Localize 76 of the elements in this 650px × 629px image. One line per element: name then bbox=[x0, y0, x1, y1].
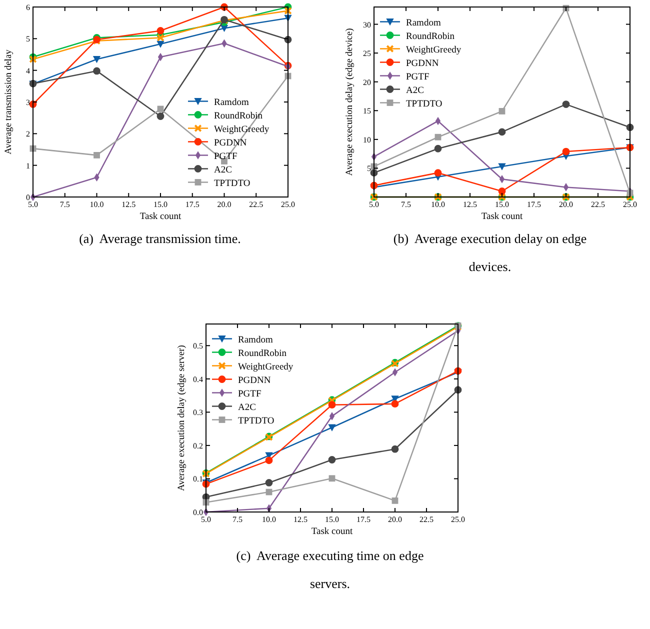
legend-label: PGTF bbox=[214, 152, 238, 162]
y-axis-title: Average execution delay (edge device) bbox=[345, 28, 355, 176]
legend-label: WeightGreedy bbox=[214, 124, 270, 135]
legend-label: PGTF bbox=[406, 72, 430, 82]
x-tick-label: 10.0 bbox=[90, 200, 104, 209]
x-tick-label: 5.0 bbox=[28, 200, 38, 209]
y-tick-label: 0.2 bbox=[193, 441, 203, 450]
legend-label: PGTF bbox=[238, 389, 262, 400]
x-tick-label: 22.5 bbox=[591, 200, 605, 209]
text: (b) Average execution delay on edge devices. bbox=[393, 231, 587, 274]
y-tick-label: 0.1 bbox=[193, 474, 203, 484]
y-tick-label: 0.5 bbox=[193, 342, 203, 351]
y-tick-label: 15 bbox=[363, 106, 371, 116]
legend-label: A2C bbox=[238, 402, 256, 413]
x-tick-label: 15.0 bbox=[154, 200, 168, 209]
y-tick-label: 3 bbox=[26, 98, 30, 107]
legend-label: TPTDTO bbox=[214, 178, 250, 189]
y-tick-label: 25 bbox=[363, 49, 371, 58]
y-axis-title: Average execution delay (edge server) bbox=[177, 345, 187, 491]
x-tick-label: 12.5 bbox=[294, 515, 308, 524]
legend-label: RoundRobin bbox=[214, 111, 263, 122]
legend-label: Ramdom bbox=[214, 98, 250, 108]
x-tick-label: 25.0 bbox=[281, 200, 295, 209]
x-tick-label: 25.0 bbox=[623, 200, 637, 209]
y-tick-label: 0.0 bbox=[193, 508, 203, 517]
legend-label: TPTDTO bbox=[238, 416, 274, 426]
x-tick-label: 15.0 bbox=[495, 200, 509, 209]
y-tick-label: 5 bbox=[26, 34, 30, 44]
legend-label: Ramdom bbox=[238, 335, 274, 346]
legend-label: A2C bbox=[214, 165, 232, 176]
legend-label: WeightGreedy bbox=[238, 362, 294, 372]
y-tick-label: 0.4 bbox=[193, 374, 203, 384]
legend-label: PGDNN bbox=[406, 58, 439, 69]
legend-label: A2C bbox=[406, 86, 424, 96]
y-tick-label: 4 bbox=[26, 66, 30, 76]
legend-label: PGDNN bbox=[214, 138, 247, 148]
x-axis-title: Task count bbox=[140, 212, 182, 222]
y-tick-label: 0 bbox=[26, 193, 30, 202]
x-tick-label: 10.0 bbox=[431, 200, 445, 209]
x-tick-label: 20.0 bbox=[217, 200, 232, 209]
x-tick-label: 22.5 bbox=[420, 515, 434, 524]
y-axis-title: Average transmission delay bbox=[4, 49, 14, 154]
text: (c) Average executing time on edge servers. bbox=[236, 548, 424, 591]
y-tick-label: 0.3 bbox=[193, 408, 203, 418]
legend-label: PGDNN bbox=[238, 376, 271, 386]
x-tick-label: 22.5 bbox=[249, 200, 264, 209]
text: (a) Average transmission time. bbox=[79, 231, 241, 246]
x-tick-label: 20.0 bbox=[559, 200, 573, 209]
legend-label: Ramdom bbox=[406, 18, 442, 28]
x-tick-label: 7.5 bbox=[60, 200, 70, 209]
x-axis-title: Task count bbox=[311, 527, 353, 537]
x-tick-label: 17.5 bbox=[356, 515, 370, 524]
legend-label: WeightGreedy bbox=[406, 45, 462, 56]
y-tick-label: 6 bbox=[26, 3, 30, 12]
x-tick-label: 7.5 bbox=[401, 200, 411, 209]
y-tick-label: 30 bbox=[363, 20, 371, 30]
x-tick-label: 5.0 bbox=[201, 515, 211, 524]
y-tick-label: 2 bbox=[26, 130, 30, 139]
y-tick-label: 1 bbox=[26, 161, 30, 170]
x-tick-label: 17.5 bbox=[527, 200, 541, 209]
x-tick-label: 17.5 bbox=[185, 200, 200, 209]
x-tick-label: 7.5 bbox=[232, 515, 242, 524]
y-tick-label: 5 bbox=[367, 164, 371, 174]
x-axis-title: Task count bbox=[481, 212, 523, 222]
x-tick-label: 15.0 bbox=[325, 515, 339, 524]
x-tick-label: 10.0 bbox=[262, 515, 276, 524]
legend-label: RoundRobin bbox=[238, 348, 287, 359]
x-tick-label: 12.5 bbox=[463, 200, 477, 209]
x-tick-label: 5.0 bbox=[369, 200, 379, 209]
legend-label: TPTDTO bbox=[406, 99, 442, 110]
legend-label: RoundRobin bbox=[406, 32, 455, 42]
y-tick-label: 20 bbox=[363, 78, 371, 87]
x-tick-label: 20.0 bbox=[388, 515, 402, 524]
x-tick-label: 12.5 bbox=[122, 200, 136, 209]
x-tick-label: 25.0 bbox=[451, 515, 465, 524]
y-tick-label: 10 bbox=[363, 135, 371, 144]
